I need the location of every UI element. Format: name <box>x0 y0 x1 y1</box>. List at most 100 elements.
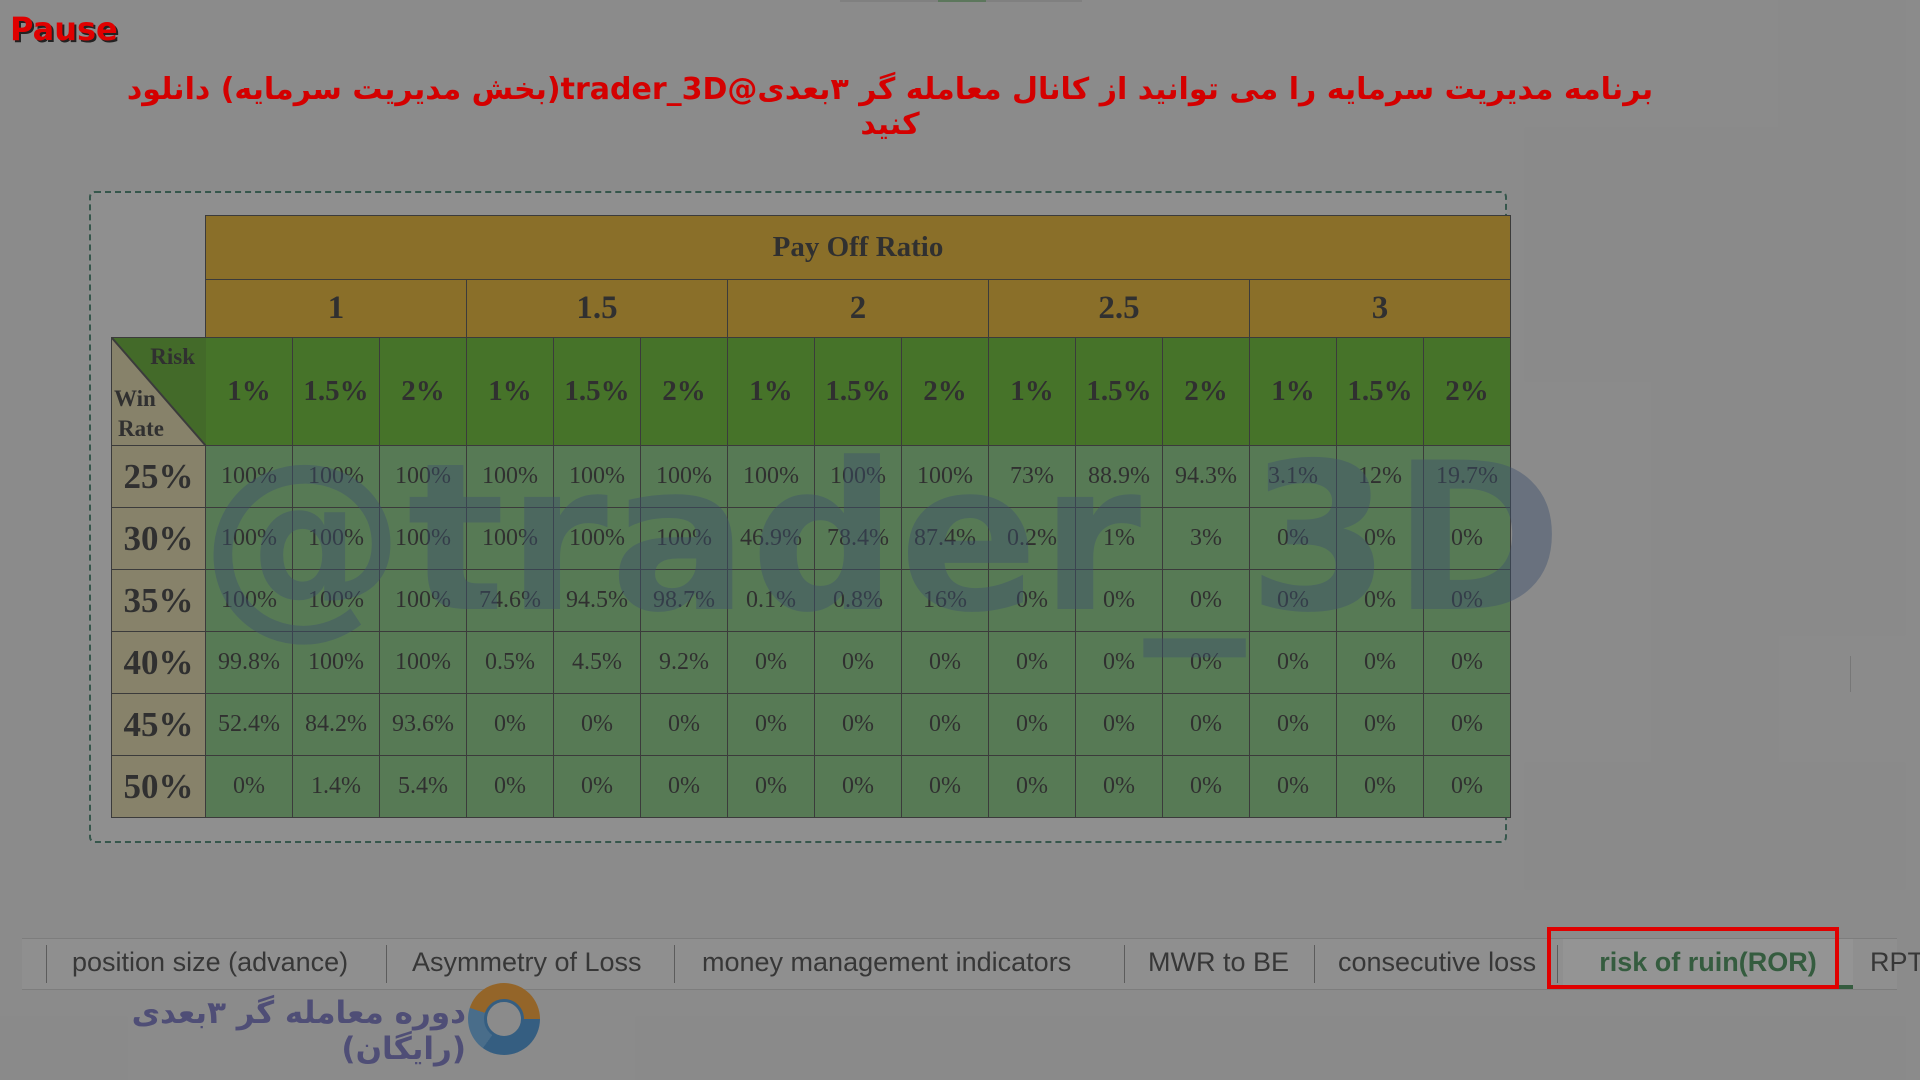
ror-cell: 87.4% <box>901 507 989 570</box>
ror-cell: 0% <box>901 631 989 694</box>
ror-cell: 0% <box>1423 631 1511 694</box>
tab-asymmetry-of-loss[interactable]: Asymmetry of Loss <box>412 947 642 977</box>
corner-rate-label: Rate <box>118 416 164 441</box>
table-row: 40% 99.8% 100% 100% 0.5% 4.5% 9.2% 0% 0% 0% 0% 0% 0%… <box>111 631 1511 694</box>
payoff-ratio-header: 2.5 <box>988 279 1250 338</box>
ror-cell: 100% <box>205 445 293 508</box>
ror-cell: 0% <box>1162 569 1250 632</box>
tab-rpt[interactable]: RPT <box>1870 947 1920 977</box>
risk-header: 1.5% <box>814 337 902 446</box>
ror-cell: 100% <box>205 569 293 632</box>
win-rate-label: 50% <box>111 755 206 818</box>
ror-cell: 0% <box>1162 693 1250 756</box>
risk-header: 2% <box>1423 337 1511 446</box>
ror-cell: 100% <box>466 507 554 570</box>
table-row: 45% 52.4% 84.2% 93.6% 0% 0% 0% 0% 0% 0% 0% 0% 0% 0% 0%… <box>111 693 1511 756</box>
ror-cell: 100% <box>205 507 293 570</box>
ror-cell: 84.2% <box>292 693 380 756</box>
ror-cell: 0% <box>988 755 1076 818</box>
corner-risk-label: Risk <box>150 344 195 369</box>
win-rate-label: 45% <box>111 693 206 756</box>
ror-cell: 78.4% <box>814 507 902 570</box>
win-rate-label: 30% <box>111 507 206 570</box>
ror-cell: 0% <box>1423 755 1511 818</box>
ror-cell: 100% <box>379 445 467 508</box>
ror-cell: 16% <box>901 569 989 632</box>
ror-cell: 0% <box>1336 693 1424 756</box>
table-row: 25% 100% 100% 100% 100% 100% 100% 100% 100% 100% 7… <box>111 445 1511 508</box>
ror-cell: 0% <box>1423 507 1511 570</box>
ror-cell: 0% <box>814 631 902 694</box>
channel-logo <box>468 983 540 1055</box>
download-banner: برنامه مدیریت سرمایه را می توانید از کان… <box>126 72 1654 142</box>
ror-cell: 100% <box>727 445 815 508</box>
ror-cell: 100% <box>553 445 641 508</box>
ror-cell: 0% <box>1336 631 1424 694</box>
ror-cell: 0% <box>640 693 728 756</box>
ror-cell: 0% <box>727 755 815 818</box>
ror-cell: 1% <box>1075 507 1163 570</box>
ror-cell: 0% <box>1336 755 1424 818</box>
risk-header: 2% <box>1162 337 1250 446</box>
ror-cell: 0.1% <box>727 569 815 632</box>
ror-cell: 0.2% <box>988 507 1076 570</box>
ror-cell: 0% <box>1249 755 1337 818</box>
ror-cell: 0% <box>1249 631 1337 694</box>
tab-position-size-advance[interactable]: position size (advance) <box>72 947 349 977</box>
ror-cell: 0% <box>988 693 1076 756</box>
ror-cell: 100% <box>379 569 467 632</box>
payoff-ratio-title: Pay Off Ratio <box>205 215 1511 280</box>
ror-cell: 0% <box>553 755 641 818</box>
ror-cell: 19.7% <box>1423 445 1511 508</box>
ror-cell: 0% <box>988 631 1076 694</box>
risk-header: 1.5% <box>1336 337 1424 446</box>
scrollbar-mark <box>1850 656 1851 692</box>
ror-cell: 9.2% <box>640 631 728 694</box>
risk-header: 1.5% <box>1075 337 1163 446</box>
ror-cell: 0% <box>727 631 815 694</box>
table-row: 50% 0% 1.4% 5.4% 0% 0% 0% 0% 0% 0% 0% 0% 0% 0% 0% 0% <box>111 755 1511 818</box>
ror-cell: 0% <box>1075 569 1163 632</box>
ror-cell: 100% <box>292 507 380 570</box>
tab-mwr-to-be[interactable]: MWR to BE <box>1148 947 1290 977</box>
ror-cell: 4.5% <box>553 631 641 694</box>
ror-cell: 100% <box>901 445 989 508</box>
ror-cell: 0% <box>901 755 989 818</box>
ror-cell: 88.9% <box>1075 445 1163 508</box>
ror-cell: 0% <box>553 693 641 756</box>
ror-cell: 98.7% <box>640 569 728 632</box>
ror-cell: 74.6% <box>466 569 554 632</box>
ror-cell: 0% <box>814 755 902 818</box>
ror-cell: 99.8% <box>205 631 293 694</box>
ror-cell: 100% <box>292 631 380 694</box>
payoff-ratio-header: 3 <box>1249 279 1511 338</box>
ror-cell: 73% <box>988 445 1076 508</box>
risk-header: 1% <box>205 337 293 446</box>
ror-cell: 0% <box>1336 507 1424 570</box>
ror-cell: 0% <box>1162 755 1250 818</box>
tab-consecutive-loss[interactable]: consecutive loss <box>1338 947 1537 977</box>
ror-cell: 12% <box>1336 445 1424 508</box>
ror-cell: 0% <box>1249 693 1337 756</box>
ror-cell: 100% <box>814 445 902 508</box>
ror-cell: 94.5% <box>553 569 641 632</box>
corner-win-label: Win <box>114 386 156 411</box>
ror-cell: 1.4% <box>292 755 380 818</box>
ror-cell: 0% <box>1162 631 1250 694</box>
ror-cell: 0% <box>1249 569 1337 632</box>
win-rate-label: 25% <box>111 445 206 508</box>
ror-cell: 46.9% <box>727 507 815 570</box>
ror-cell: 0% <box>1075 755 1163 818</box>
risk-of-ruin-table: Pay Off Ratio 1 1.5 2 2.5 3 Risk Win Rat… <box>111 215 1511 818</box>
ror-cell: 0% <box>640 755 728 818</box>
pause-label: Pause <box>10 10 118 48</box>
table-row: 35% 100% 100% 100% 74.6% 94.5% 98.7% 0.1% 0.8% 16… <box>111 569 1511 632</box>
risk-header: 1% <box>1249 337 1337 446</box>
ror-cell: 0% <box>988 569 1076 632</box>
ror-cell: 0% <box>1423 693 1511 756</box>
ror-cell: 0% <box>814 693 902 756</box>
ror-cell: 100% <box>466 445 554 508</box>
ror-cell: 93.6% <box>379 693 467 756</box>
ror-cell: 100% <box>292 569 380 632</box>
tab-money-management-indicators[interactable]: money management indicators <box>702 947 1072 977</box>
